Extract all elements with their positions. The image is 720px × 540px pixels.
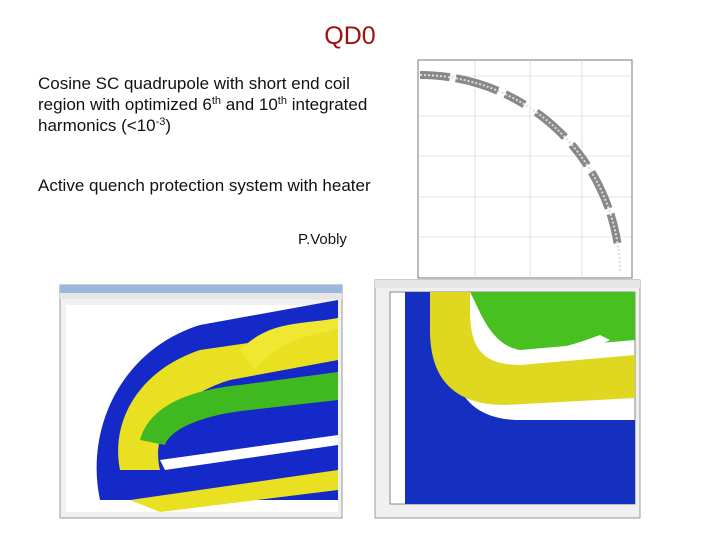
superscript: -3: [155, 116, 166, 128]
superscript: th: [211, 95, 222, 107]
bullet-text: Active quench protection system with hea…: [38, 175, 383, 196]
author: P.Vobly: [298, 231, 347, 248]
coil-3d-view-right: [374, 279, 641, 519]
superscript: th: [277, 95, 287, 107]
slide-title: QD0: [324, 22, 376, 50]
text: integrated harmonics (<10: [38, 95, 368, 135]
bullet-text: Cosine SC quadrupole with short end coil…: [38, 73, 383, 136]
coil-cross-section-plot: [417, 59, 633, 279]
text: ): [165, 116, 172, 135]
text: Active quench protection system with hea…: [38, 176, 371, 195]
text: Cosine SC quadrupole with short end coil…: [38, 74, 350, 114]
coil-3d-view-left: [59, 284, 343, 519]
text: and 10: [221, 95, 278, 114]
